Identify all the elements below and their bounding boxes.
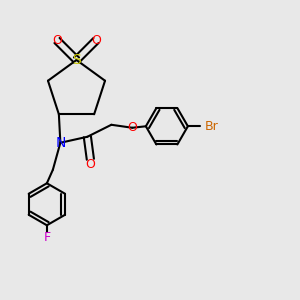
Text: O: O [91, 34, 101, 47]
Text: N: N [55, 136, 66, 150]
Text: Br: Br [204, 120, 218, 133]
Text: F: F [43, 231, 50, 244]
Text: O: O [52, 34, 62, 47]
Text: O: O [85, 158, 95, 171]
Text: S: S [72, 53, 81, 67]
Text: O: O [128, 121, 137, 134]
